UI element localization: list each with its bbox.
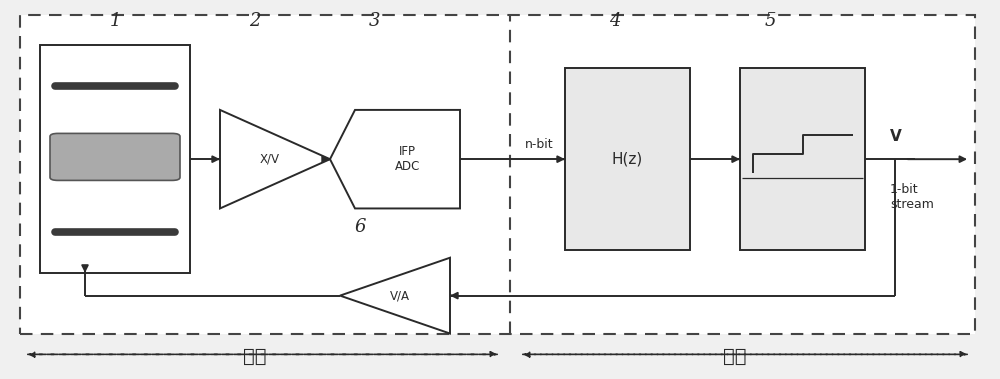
Bar [40, 45, 190, 273]
Text: V/A: V/A [390, 289, 410, 302]
Text: 模拟: 模拟 [243, 347, 267, 366]
Polygon shape [330, 110, 460, 208]
Bar [740, 68, 865, 250]
Text: 1-bit
stream: 1-bit stream [890, 183, 934, 211]
Text: 5: 5 [764, 12, 776, 30]
Text: 6: 6 [354, 218, 366, 236]
Text: 4: 4 [609, 12, 621, 30]
Bar [20, 15, 975, 334]
Bar [565, 68, 690, 250]
Text: 1: 1 [109, 12, 121, 30]
FancyBboxPatch shape [50, 133, 180, 180]
Text: n-bit: n-bit [525, 138, 554, 150]
Text: 数字: 数字 [723, 347, 747, 366]
Text: H(z): H(z) [612, 152, 643, 167]
Text: IFP
ADC: IFP ADC [395, 145, 420, 173]
Text: X/V: X/V [260, 153, 280, 166]
Polygon shape [220, 110, 330, 208]
Polygon shape [340, 258, 450, 334]
Text: 2: 2 [249, 12, 261, 30]
Text: V: V [890, 129, 902, 144]
Text: 3: 3 [369, 12, 381, 30]
